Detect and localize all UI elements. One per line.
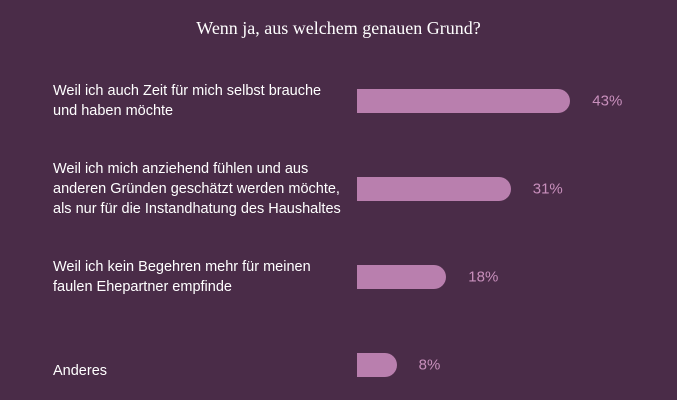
value-label: 18% xyxy=(468,268,499,286)
category-label: Anderes xyxy=(53,363,108,379)
value-label: 8% xyxy=(418,356,441,374)
category-label: Weil ich auch Zeit für mich selbst brauc… xyxy=(53,83,322,119)
category-label: Weil ich kein Begehren mehr für meinen f… xyxy=(53,259,311,295)
bar xyxy=(357,353,397,377)
value-label: 43% xyxy=(592,92,623,110)
bar xyxy=(357,177,511,201)
bar xyxy=(357,89,571,113)
bar xyxy=(357,265,447,289)
category-label: Weil ich mich anziehend fühlen und aus a… xyxy=(53,161,341,217)
chart-title: Wenn ja, aus welchem genauen Grund? xyxy=(196,18,481,38)
value-label: 31% xyxy=(532,180,563,198)
